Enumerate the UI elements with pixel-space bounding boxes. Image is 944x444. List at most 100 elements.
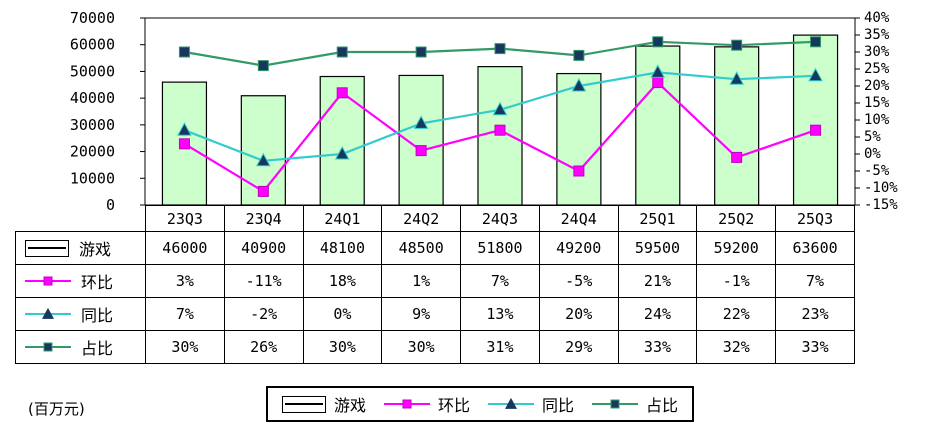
bar bbox=[635, 45, 681, 206]
table-corner-cell bbox=[15, 205, 146, 232]
right-axis-label: -10% bbox=[864, 180, 898, 196]
left-axis-label: 20000 bbox=[70, 143, 115, 161]
value-cell: 23% bbox=[775, 297, 855, 331]
legend-label: 环比 bbox=[438, 396, 471, 415]
line-swatch-icon bbox=[25, 307, 71, 321]
square-marker-icon bbox=[336, 46, 348, 58]
category-cell: 25Q1 bbox=[617, 205, 698, 232]
triangle-marker-icon bbox=[808, 67, 823, 82]
bar-swatch-icon bbox=[282, 395, 326, 413]
triangle-marker-icon bbox=[492, 101, 508, 116]
legend-item: 同比 bbox=[488, 392, 574, 416]
value-cell: 30% bbox=[381, 330, 462, 364]
square-marker-icon bbox=[43, 276, 53, 286]
value-cell: 63600 bbox=[775, 231, 855, 265]
bar bbox=[398, 74, 444, 206]
line-series bbox=[183, 81, 816, 193]
value-cell: 18% bbox=[302, 264, 383, 298]
square-marker-icon bbox=[402, 399, 412, 409]
value-cell: 21% bbox=[617, 264, 698, 298]
value-cell: 26% bbox=[223, 330, 304, 364]
square-marker-icon bbox=[573, 49, 585, 61]
square-marker-icon bbox=[731, 151, 743, 163]
square-marker-icon bbox=[415, 145, 427, 157]
line-series bbox=[184, 71, 816, 162]
series-label-wrap: 占比 bbox=[25, 335, 145, 359]
value-cell: 24% bbox=[617, 297, 698, 331]
right-axis-label: 30% bbox=[864, 44, 890, 60]
triangle-marker-icon bbox=[177, 122, 192, 136]
bar bbox=[792, 34, 839, 206]
left-axis-label: 60000 bbox=[70, 36, 115, 54]
legend-label: 占比 bbox=[646, 396, 679, 415]
value-cell: 7% bbox=[145, 297, 225, 331]
triangle-marker-icon bbox=[255, 152, 271, 167]
series-label-cell: 同比 bbox=[15, 297, 146, 331]
square-marker-icon bbox=[257, 60, 269, 72]
right-axis-label: 0% bbox=[864, 146, 881, 162]
value-cell: -11% bbox=[223, 264, 304, 298]
value-cell: 59500 bbox=[617, 231, 698, 265]
line-swatch-icon bbox=[384, 397, 431, 411]
bar bbox=[319, 75, 365, 206]
value-cell: 9% bbox=[381, 297, 462, 331]
triangle-marker-icon bbox=[571, 77, 587, 92]
triangle-marker-icon bbox=[729, 71, 745, 85]
category-cell: 24Q1 bbox=[302, 205, 383, 232]
plot-area bbox=[144, 17, 856, 206]
category-cell: 25Q2 bbox=[696, 205, 777, 232]
left-axis-label: 30000 bbox=[70, 116, 115, 134]
value-cell: 31% bbox=[460, 330, 540, 364]
value-cell: 49200 bbox=[538, 231, 619, 265]
value-cell: -5% bbox=[538, 264, 619, 298]
category-cell: 24Q4 bbox=[538, 205, 619, 232]
legend-item: 环比 bbox=[384, 392, 470, 416]
value-cell: 13% bbox=[460, 297, 540, 331]
square-marker-icon bbox=[610, 399, 620, 409]
square-marker-icon bbox=[336, 87, 348, 99]
value-cell: 7% bbox=[460, 264, 540, 298]
value-cell: 30% bbox=[302, 330, 383, 364]
category-cell: 24Q2 bbox=[381, 205, 462, 232]
table-row: 游戏 46000 40900 48100 48500 51800 49200 59500 592… bbox=[15, 231, 855, 265]
right-axis-label: 20% bbox=[864, 78, 890, 94]
bar bbox=[556, 72, 602, 206]
category-cell: 25Q3 bbox=[775, 205, 855, 232]
table-row: 环比 3% -11% 18% 1% 7% -5% 21% -1% 7% bbox=[15, 264, 855, 298]
table-header-row: 23Q3 23Q4 24Q1 24Q2 24Q3 24Q4 25Q1 25Q2 25Q3 bbox=[15, 205, 855, 232]
category-cell: 23Q3 bbox=[145, 205, 225, 232]
right-axis-label: 5% bbox=[864, 129, 881, 145]
line-swatch-icon bbox=[488, 397, 535, 411]
right-axis-label: 15% bbox=[864, 95, 890, 111]
bar-swatch-fill bbox=[285, 403, 323, 405]
left-axis-label: 10000 bbox=[70, 169, 115, 187]
line-swatch-icon bbox=[592, 397, 639, 411]
series-label-wrap: 环比 bbox=[25, 269, 145, 293]
value-cell: 33% bbox=[617, 330, 698, 364]
value-cell: 20% bbox=[538, 297, 619, 331]
line-series bbox=[184, 40, 816, 67]
right-axis-label: 40% bbox=[864, 10, 890, 26]
line-swatch-icon bbox=[25, 274, 71, 288]
value-cell: 48500 bbox=[381, 231, 462, 265]
square-marker-icon bbox=[415, 46, 427, 58]
square-marker-icon bbox=[652, 77, 664, 89]
left-axis-label: 40000 bbox=[70, 89, 115, 107]
square-marker-icon bbox=[573, 165, 585, 177]
line-swatch-icon bbox=[25, 340, 71, 354]
legend-label: 同比 bbox=[542, 396, 575, 415]
value-cell: 46000 bbox=[145, 231, 225, 265]
right-axis-label: 10% bbox=[864, 112, 890, 128]
right-axis-label: -5% bbox=[864, 163, 890, 179]
legend-label: 游戏 bbox=[334, 396, 367, 415]
triangle-marker-icon bbox=[42, 307, 54, 319]
left-axis-label: 70000 bbox=[70, 9, 115, 27]
legend-item: 占比 bbox=[592, 392, 678, 416]
value-cell: -1% bbox=[696, 264, 777, 298]
square-marker-icon bbox=[43, 342, 53, 352]
series-label-cell: 占比 bbox=[15, 330, 146, 364]
square-marker-icon bbox=[652, 36, 664, 48]
square-marker-icon bbox=[257, 185, 269, 197]
value-cell: 32% bbox=[696, 330, 777, 364]
